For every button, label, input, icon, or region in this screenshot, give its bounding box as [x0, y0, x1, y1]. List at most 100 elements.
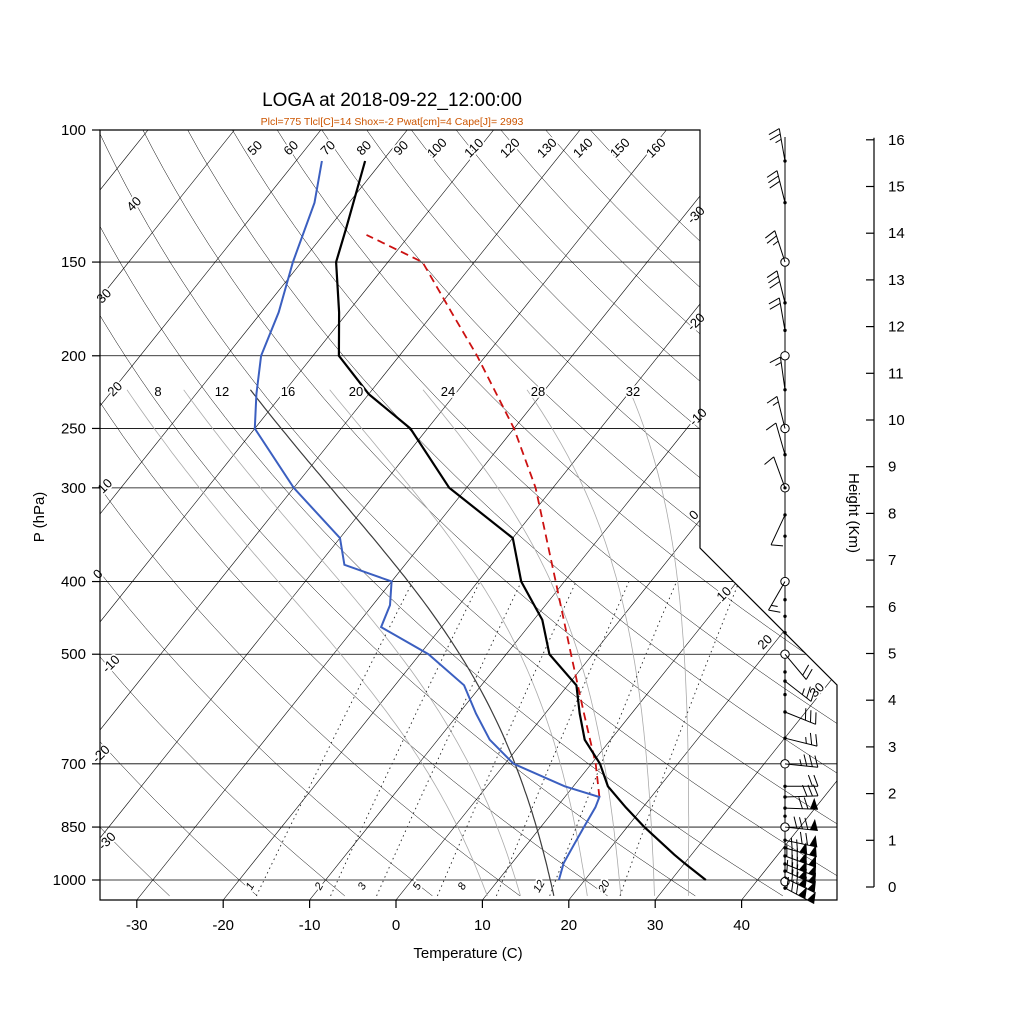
moist-adiabat-line	[126, 389, 488, 897]
dry-adiabat-line	[100, 130, 837, 897]
wind-barb-flag	[798, 886, 807, 899]
height-tick-label: 4	[888, 692, 896, 709]
wind-level-dot	[783, 614, 787, 618]
wind-barb-flag	[809, 797, 818, 810]
wind-barb-flag	[807, 880, 816, 893]
dry-adiabat-label: 120	[497, 135, 523, 161]
height-tick-label: 16	[888, 132, 905, 149]
wind-barb-halftick	[772, 401, 779, 406]
wind-barb-tick	[806, 686, 811, 699]
wind-barb-staff	[784, 839, 818, 848]
dry-adiabat-label: 60	[280, 137, 301, 158]
mixing-ratio-line	[376, 581, 522, 897]
dry-adiabat-label: 110	[461, 135, 486, 160]
wind-barb-flag	[809, 844, 817, 857]
temperature-tick-label: -10	[299, 917, 321, 934]
wind-level-circle	[780, 351, 790, 361]
temperature-tick-label: 0	[392, 917, 400, 934]
isotherm-line	[305, 130, 837, 900]
wind-barb-halftick	[805, 736, 807, 744]
wind-barb-staff	[774, 230, 786, 263]
wind-barb-tick	[804, 817, 809, 830]
dry-adiabat-label: 70	[317, 137, 338, 158]
wind-barb-staff	[784, 737, 818, 747]
wind-level-dot	[783, 692, 787, 697]
pressure-tick-label: 150	[61, 254, 86, 271]
dry-adiabat-line	[276, 130, 837, 897]
dry-adiabat-line	[456, 130, 837, 897]
wind-barb-flag	[799, 851, 807, 864]
isotherm-line	[564, 130, 837, 900]
temperature-axis-title: Temperature (C)	[413, 945, 522, 962]
wind-barb-tick	[814, 755, 819, 768]
height-tick-label: 6	[888, 599, 896, 616]
wind-barb-halftick	[771, 604, 778, 607]
isotherm-label: 20	[754, 631, 775, 652]
wind-barb-tick	[768, 297, 780, 305]
isotherm-line	[100, 130, 237, 900]
dry-adiabat-line	[142, 130, 837, 897]
wind-barb-flag	[809, 835, 818, 848]
moist-adiabat-label: 20	[349, 384, 363, 399]
wind-level-dot	[783, 598, 787, 602]
isotherm-label: 0	[686, 507, 702, 523]
mixing-ratio-line	[436, 581, 577, 897]
wind-barb-tick	[795, 882, 799, 895]
pressure-tick-label: 700	[61, 756, 86, 773]
wind-barb-halftick	[775, 362, 782, 367]
wind-barb-tick	[786, 859, 789, 872]
height-tick-label: 5	[888, 646, 896, 663]
dry-adiabat-label: -10	[99, 652, 123, 676]
temperature-tick-label: 20	[560, 917, 577, 934]
dewpoint-curve	[253, 160, 601, 881]
chart-subtitle: Plcl=775 Tlcl[C]=14 Shox=-2 Pwat[cm]=4 C…	[260, 116, 524, 128]
isotherm-line	[478, 130, 837, 900]
wind-level-dot	[783, 670, 787, 674]
wind-barb-tick	[769, 356, 781, 364]
dry-adiabat-line	[321, 130, 837, 897]
moist-adiabat-line	[183, 389, 521, 897]
wind-barb-tick	[810, 689, 816, 702]
wind-barb-flag	[798, 860, 807, 873]
moist-adiabat-label: 32	[626, 384, 640, 399]
pressure-tick-label: 200	[61, 348, 86, 365]
dry-adiabat-label: 90	[390, 137, 411, 158]
mixing-ratio-line	[549, 581, 678, 897]
pressure-tick-label: 100	[61, 122, 86, 139]
wind-barb-tick	[807, 774, 813, 787]
dry-adiabat-label: 30	[93, 285, 114, 306]
dry-adiabat-label: 140	[570, 135, 596, 161]
dry-adiabat-label: 130	[534, 135, 560, 161]
wind-barb-staff	[784, 807, 818, 810]
isotherm-label: -30	[684, 203, 708, 227]
height-axis-title: Height (Km)	[845, 473, 862, 553]
moist-adiabat-line	[628, 389, 690, 896]
wind-barb-tick	[766, 235, 777, 244]
wind-barb-tick	[769, 281, 780, 289]
mixing-ratio-line	[255, 581, 414, 897]
wind-barb-tick	[798, 797, 803, 809]
wind-barb-halftick	[775, 138, 782, 144]
isotherm-line	[132, 130, 755, 900]
wind-barb-tick	[799, 831, 803, 844]
dry-adiabat-label: 20	[104, 378, 125, 399]
wind-barb-tick	[809, 732, 813, 745]
isotherm-line	[737, 130, 837, 900]
wind-barb-tick	[768, 275, 779, 284]
temperature-tick-label: -30	[126, 917, 148, 934]
dry-adiabat-line	[100, 130, 784, 897]
wind-barb-tick	[799, 817, 803, 830]
dry-adiabat-line	[100, 130, 433, 897]
moist-adiabat-label: 24	[441, 384, 455, 399]
dry-adiabat-label: 80	[353, 137, 374, 158]
wind-level-dot	[783, 534, 787, 538]
wind-barb-tick	[807, 784, 813, 797]
wind-barb-flag	[809, 818, 818, 831]
isotherm-label: -20	[684, 310, 708, 334]
wind-barb-tick	[769, 180, 780, 189]
moist-adiabat-label: 8	[154, 384, 161, 399]
moist-adiabat-label: 16	[281, 384, 295, 399]
dry-adiabat-line	[590, 130, 837, 897]
